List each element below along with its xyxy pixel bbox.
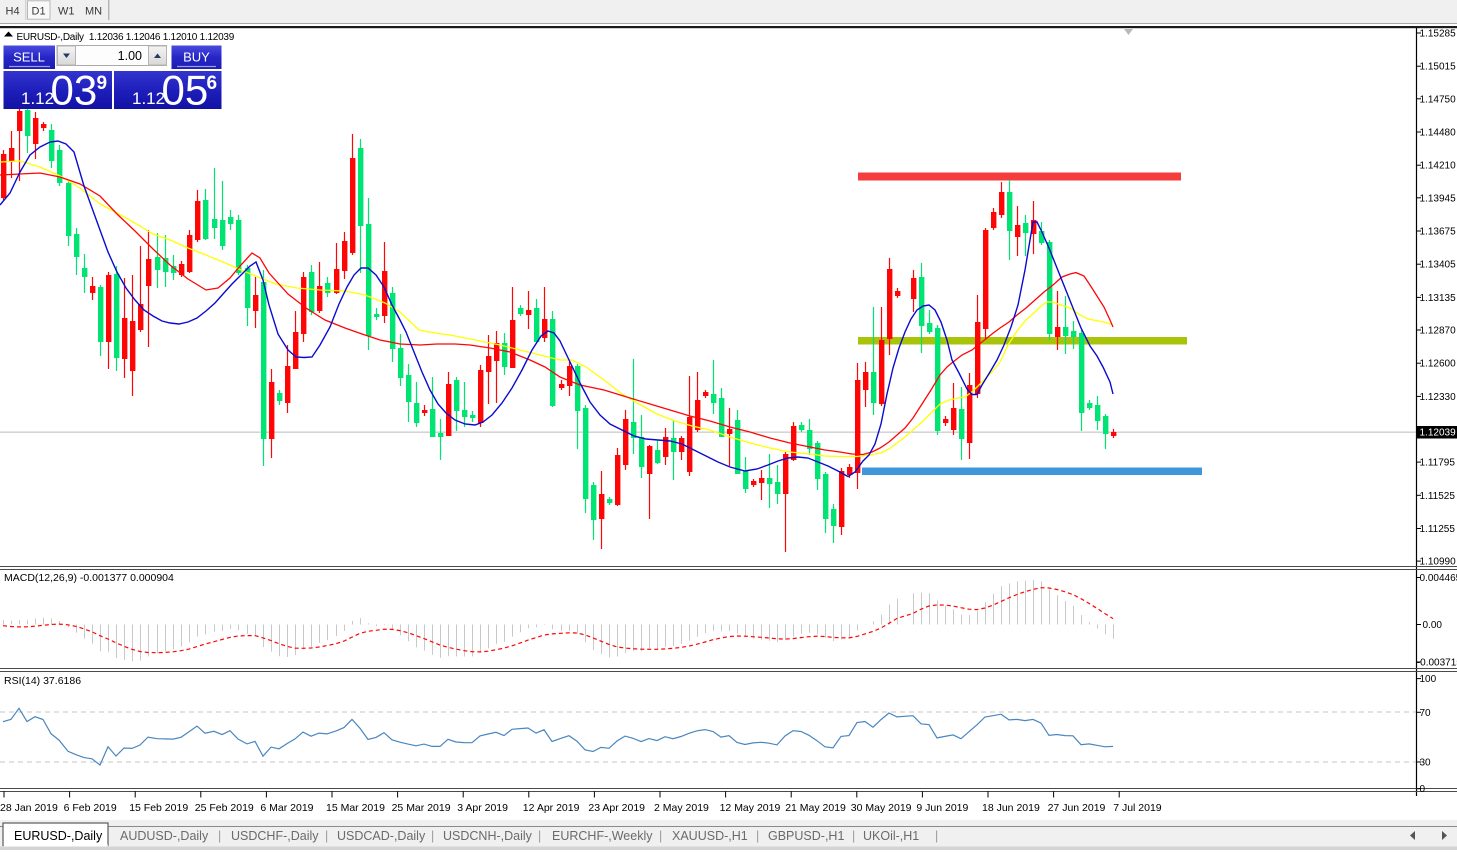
- svg-text:7 Jul 2019: 7 Jul 2019: [1113, 802, 1162, 814]
- svg-text:12 Apr 2019: 12 Apr 2019: [523, 802, 580, 814]
- svg-text:1.13405: 1.13405: [1420, 260, 1457, 271]
- svg-text:15 Feb 2019: 15 Feb 2019: [129, 802, 188, 814]
- svg-text:W1: W1: [58, 6, 75, 18]
- svg-text:|: |: [852, 829, 855, 843]
- svg-text:9: 9: [97, 73, 108, 94]
- svg-text:1.10990: 1.10990: [1420, 557, 1457, 568]
- svg-text:70: 70: [1420, 708, 1432, 719]
- svg-text:BUY: BUY: [183, 50, 210, 65]
- svg-text:2 May 2019: 2 May 2019: [654, 802, 709, 814]
- svg-text:1.13945: 1.13945: [1420, 193, 1457, 204]
- svg-text:-0.003715: -0.003715: [1417, 658, 1457, 669]
- svg-text:XAUUSD-,H1: XAUUSD-,H1: [672, 829, 748, 843]
- svg-text:D1: D1: [32, 6, 46, 18]
- svg-text:AUDUSD-,Daily: AUDUSD-,Daily: [120, 829, 209, 843]
- svg-text:1.12330: 1.12330: [1420, 392, 1457, 403]
- svg-text:30: 30: [1420, 758, 1432, 769]
- svg-text:6: 6: [207, 73, 218, 94]
- svg-text:23 Apr 2019: 23 Apr 2019: [588, 802, 645, 814]
- svg-text:1.14210: 1.14210: [1420, 161, 1457, 172]
- svg-text:12 May 2019: 12 May 2019: [720, 802, 781, 814]
- svg-text:H4: H4: [6, 6, 20, 18]
- svg-text:30 May 2019: 30 May 2019: [851, 802, 912, 814]
- svg-text:1.11525: 1.11525: [1420, 491, 1456, 502]
- svg-text:15 Mar 2019: 15 Mar 2019: [326, 802, 385, 814]
- svg-text:1.13675: 1.13675: [1420, 227, 1457, 238]
- svg-text:05: 05: [162, 67, 209, 114]
- svg-text:28 Jan 2019: 28 Jan 2019: [0, 802, 58, 814]
- svg-text:0: 0: [1420, 784, 1426, 795]
- svg-text:1.13135: 1.13135: [1420, 293, 1457, 304]
- svg-text:1.12600: 1.12600: [1420, 359, 1457, 370]
- svg-text:100: 100: [1420, 674, 1437, 685]
- svg-text:MACD(12,26,9) -0.001377 0.0009: MACD(12,26,9) -0.001377 0.000904: [4, 572, 174, 584]
- svg-text:RSI(14) 37.6186: RSI(14) 37.6186: [4, 675, 81, 687]
- svg-text:1.14750: 1.14750: [1420, 94, 1457, 105]
- svg-text:1.00: 1.00: [118, 49, 142, 63]
- svg-text:0.00: 0.00: [1423, 620, 1443, 631]
- svg-text:9 Jun 2019: 9 Jun 2019: [916, 802, 968, 814]
- svg-text:25 Mar 2019: 25 Mar 2019: [392, 802, 451, 814]
- svg-text:|: |: [218, 829, 221, 843]
- svg-text:EURUSD-,Daily 1.12036 1.12046: EURUSD-,Daily 1.12036 1.12046 1.12010 1.…: [17, 32, 235, 43]
- svg-text:UKOil-,H1: UKOil-,H1: [863, 829, 919, 843]
- svg-text:USDCHF-,Daily: USDCHF-,Daily: [231, 829, 319, 843]
- svg-text:USDCNH-,Daily: USDCNH-,Daily: [443, 829, 533, 843]
- svg-text:3 Apr 2019: 3 Apr 2019: [457, 802, 508, 814]
- svg-text:25 Feb 2019: 25 Feb 2019: [195, 802, 254, 814]
- svg-text:1.14480: 1.14480: [1420, 128, 1457, 139]
- svg-text:1.12: 1.12: [132, 89, 165, 108]
- svg-text:6 Feb 2019: 6 Feb 2019: [64, 802, 117, 814]
- svg-text:1.12870: 1.12870: [1420, 326, 1457, 337]
- svg-text:|: |: [325, 829, 328, 843]
- svg-text:|: |: [659, 829, 662, 843]
- svg-text:6 Mar 2019: 6 Mar 2019: [260, 802, 313, 814]
- svg-text:0.004465: 0.004465: [1420, 573, 1457, 584]
- svg-text:03: 03: [51, 67, 98, 114]
- svg-text:GBPUSD-,H1: GBPUSD-,H1: [768, 829, 844, 843]
- svg-text:1.12039: 1.12039: [1420, 428, 1457, 439]
- svg-text:EURCHF-,Weekly: EURCHF-,Weekly: [552, 829, 653, 843]
- svg-text:EURUSD-,Daily: EURUSD-,Daily: [14, 829, 103, 843]
- svg-text:21 May 2019: 21 May 2019: [785, 802, 846, 814]
- svg-text:MN: MN: [85, 6, 102, 18]
- svg-text:|: |: [538, 829, 541, 843]
- svg-text:27 Jun 2019: 27 Jun 2019: [1048, 802, 1106, 814]
- svg-text:1.11795: 1.11795: [1420, 458, 1456, 469]
- svg-text:|: |: [935, 829, 938, 843]
- svg-text:1.11255: 1.11255: [1420, 524, 1456, 535]
- svg-text:|: |: [756, 829, 759, 843]
- svg-text:USDCAD-,Daily: USDCAD-,Daily: [337, 829, 426, 843]
- svg-text:1.15285: 1.15285: [1420, 29, 1457, 40]
- svg-text:18 Jun 2019: 18 Jun 2019: [982, 802, 1040, 814]
- svg-text:1.12: 1.12: [21, 89, 54, 108]
- svg-text:1.15015: 1.15015: [1420, 62, 1457, 73]
- svg-text:|: |: [431, 829, 434, 843]
- svg-text:SELL: SELL: [13, 50, 45, 65]
